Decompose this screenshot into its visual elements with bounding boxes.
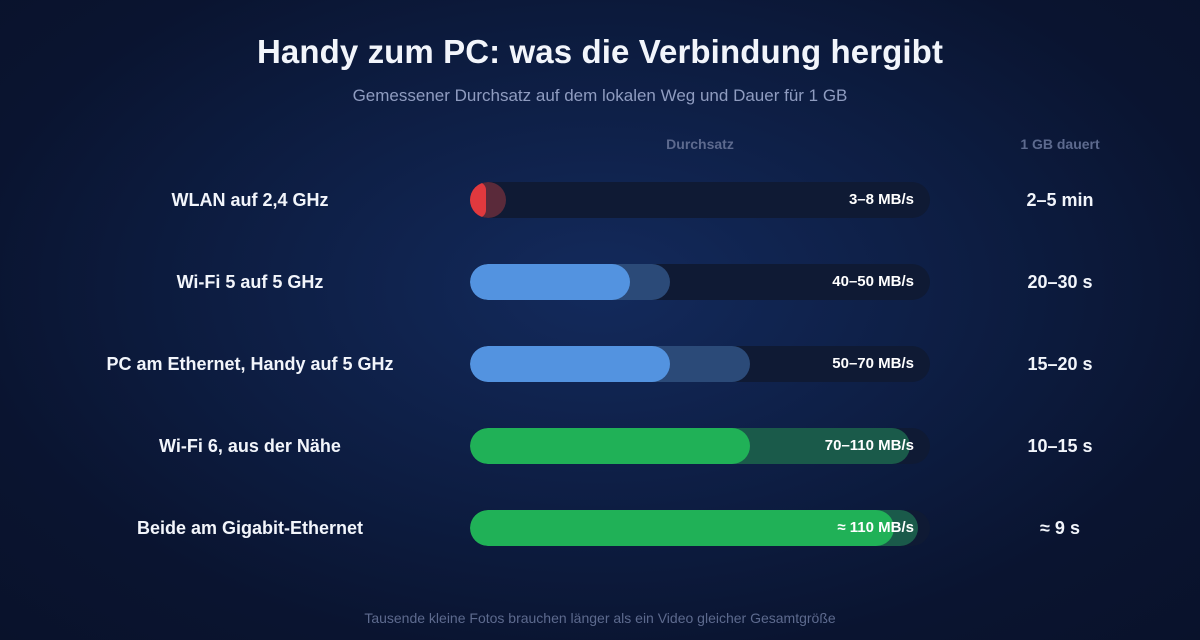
chart-subtitle: Gemessener Durchsatz auf dem lokalen Weg… — [352, 86, 848, 105]
row-label: WLAN auf 2,4 GHz — [171, 190, 329, 210]
row-label: PC am Ethernet, Handy auf 5 GHz — [106, 354, 394, 374]
duration-column-header: 1 GB dauert — [1020, 136, 1100, 152]
throughput-column-header: Durchsatz — [666, 136, 734, 152]
throughput-bar-track: 40–50 MB/s — [470, 264, 930, 300]
throughput-value-label: 70–110 MB/s — [824, 437, 914, 454]
row-label: Beide am Gigabit-Ethernet — [136, 518, 364, 538]
chart-row: WLAN auf 2,4 GHz 3–8 MB/s 2–5 min — [0, 182, 1200, 218]
duration-value: ≈ 9 s — [1040, 518, 1080, 538]
throughput-value-label: ≈ 110 MB/s — [837, 519, 914, 536]
throughput-value-label: 3–8 MB/s — [848, 191, 914, 208]
row-label: Wi-Fi 5 auf 5 GHz — [176, 272, 324, 292]
row-label: Wi-Fi 6, aus der Nähe — [159, 436, 341, 456]
throughput-bar-track: 3–8 MB/s — [470, 182, 930, 218]
footnote: Tausende kleine Fotos brauchen länger al… — [364, 610, 836, 626]
throughput-bar-track: 70–110 MB/s — [470, 428, 930, 464]
throughput-bar-track: ≈ 110 MB/s — [470, 510, 930, 546]
chart-row: PC am Ethernet, Handy auf 5 GHz 50–70 MB/… — [0, 346, 1200, 382]
chart-row: Wi-Fi 6, aus der Nähe 70–110 MB/s 10–15 s — [0, 428, 1200, 464]
throughput-min-bar — [470, 346, 670, 382]
duration-value: 15–20 s — [1027, 354, 1093, 374]
throughput-min-bar — [470, 428, 750, 464]
throughput-min-bar — [470, 264, 630, 300]
duration-value: 10–15 s — [1027, 436, 1093, 456]
duration-value: 20–30 s — [1027, 272, 1093, 292]
duration-value: 2–5 min — [1026, 190, 1094, 210]
chart-row: Wi-Fi 5 auf 5 GHz 40–50 MB/s 20–30 s — [0, 264, 1200, 300]
chart-row: Beide am Gigabit-Ethernet ≈ 110 MB/s ≈ 9 s — [0, 510, 1200, 546]
throughput-value-label: 40–50 MB/s — [832, 273, 914, 290]
throughput-min-bar — [470, 182, 486, 218]
throughput-value-label: 50–70 MB/s — [832, 355, 914, 372]
throughput-min-bar — [470, 510, 894, 546]
chart-title: Handy zum PC: was die Verbindung hergibt — [256, 33, 944, 70]
throughput-bar-track: 50–70 MB/s — [470, 346, 930, 382]
